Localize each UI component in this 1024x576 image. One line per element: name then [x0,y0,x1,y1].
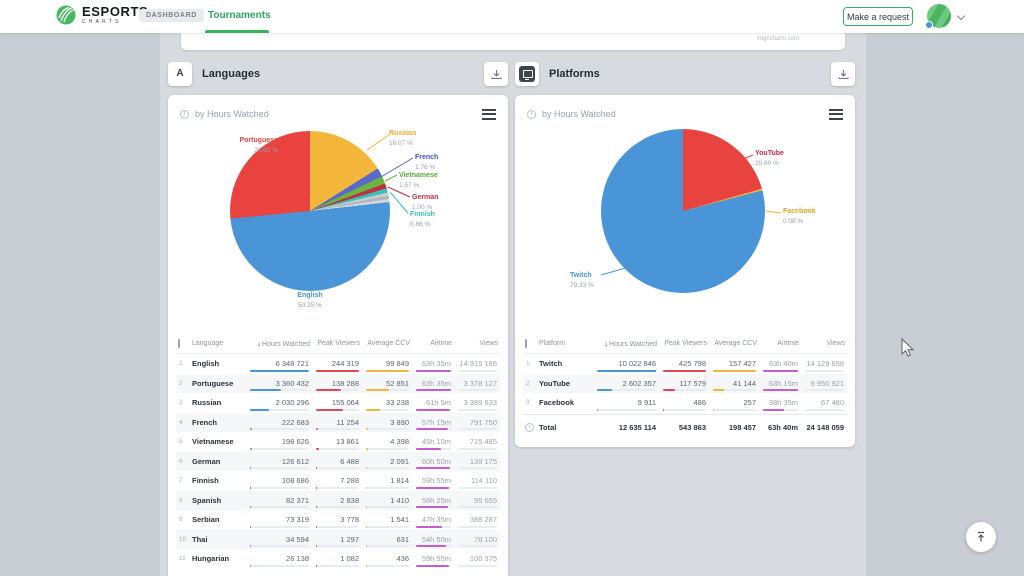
highcharts-attribution[interactable]: Highcharts.com [757,36,799,42]
chart-context-menu-icon[interactable] [829,108,843,120]
languages-pie-connectors [275,134,414,290]
table-row[interactable]: 6 German 126 612 6 488 2 091 60h 50m 139 175 [176,451,500,471]
platforms-table: Platform ↓Hours Watched Peak Viewers Ave… [523,334,847,440]
languages-chart-subtitle: by Hours Watched [195,109,269,119]
col-average-ccv[interactable]: Average CCV [367,340,410,347]
table-row[interactable]: 10 Thai 34 594 1 297 631 54h 50m 78 100 [176,529,500,549]
active-tab-underline [205,30,269,33]
languages-table: Language ↓Hours Watched Peak Viewers Ave… [176,334,500,569]
tab-tournaments[interactable]: Tournaments [208,10,271,21]
table-row[interactable]: 3 Facebook 9 911 486 257 38h 35m 67 480 [523,393,847,413]
platforms-card: i by Hours Watched YouTube 20.60 % Facebo… [515,95,855,447]
col-hours-watched[interactable]: ↓Hours Watched [257,339,310,348]
platforms-chart-subtitle: by Hours Watched [542,109,616,119]
chevron-down-icon[interactable] [956,11,966,21]
make-a-request-button[interactable]: Make a request [843,7,913,26]
platforms-pie[interactable] [601,129,765,293]
info-icon[interactable]: i [525,422,534,432]
esports-charts-logo[interactable]: ESPORTS CHARTS [56,5,148,25]
col-hours-watched[interactable]: ↓Hours Watched [604,339,657,348]
pie-label-finnish: Finnish 0.86 % [410,211,435,228]
languages-pie[interactable] [230,131,390,291]
table-row[interactable]: 9 Serbian 73 319 3 778 1 541 47h 35m 388 287 [176,510,500,530]
platforms-table-rows: 1 Twitch 10 022 846 425 798 157 427 63h 40m 14… [523,354,847,413]
pie-label-twitch: Twitch 79.33 % [570,272,594,289]
platforms-icon [515,62,539,86]
col-views[interactable]: Views [479,340,498,347]
languages-pie-chart: Portuguese 26.60 % Russian 16.07 % French 1… [168,123,508,330]
table-total-row: i Total 12 635 114 543 863 198 457 63h 4… [523,413,847,440]
logo-leaf-icon [56,5,76,25]
table-row[interactable]: 1 English 6 348 721 244 319 99 849 63h 35m 14 … [176,354,500,374]
info-icon[interactable]: i [527,109,536,119]
pie-label-facebook: Facebook 0.08 % [783,208,816,225]
sort-desc-icon: ↓ [257,339,262,348]
col-views[interactable]: Views [826,340,845,347]
languages-table-rows: 1 English 6 348 721 244 319 99 849 63h 35m 14 … [176,354,500,569]
table-row[interactable]: 11 Hungarian 26 138 1 082 436 59h 55m 100 375 [176,549,500,569]
platforms-panel-title: Platforms [549,68,600,80]
languages-chart-header: i by Hours Watched [168,95,508,123]
pie-label-russian: Russian 16.07 % [389,130,417,147]
info-icon[interactable]: i [180,109,189,119]
sort-desc-icon: ↓ [604,339,609,348]
scroll-to-top-button[interactable] [966,522,996,552]
col-airtime[interactable]: Airtime [430,340,452,347]
pie-label-portuguese: Portuguese 26.60 % [239,137,278,154]
platforms-table-header: Platform ↓Hours Watched Peak Viewers Ave… [523,334,847,354]
languages-table-header: Language ↓Hours Watched Peak Viewers Ave… [176,334,500,354]
pie-label-english: English 50.25 % [297,292,323,309]
col-airtime[interactable]: Airtime [777,340,799,347]
user-avatar[interactable] [925,4,951,29]
table-row[interactable]: 2 YouTube 2 602 357 117 579 41 144 63h 15m 9 9… [523,373,847,393]
table-row[interactable]: 7 Finnish 108 686 7 288 1 814 59h 55m 114 110 [176,471,500,491]
table-row[interactable]: 8 Spanish 82 371 2 838 1 410 58h 25m 95 655 [176,490,500,510]
table-icon[interactable] [178,339,180,348]
table-row[interactable]: 3 Russian 2 030 296 155 064 33 238 61h 5m 3 38… [176,393,500,413]
logo-text-line1: ESPORTS [82,4,149,19]
languages-panel-header: A Languages [168,62,508,86]
platforms-pie-connectors [600,154,782,276]
col-peak-viewers[interactable]: Peak Viewers [664,340,707,347]
avatar-status-dot [925,21,933,29]
col-peak-viewers[interactable]: Peak Viewers [317,340,360,347]
pie-label-german: German 1.00 % [412,194,439,211]
platforms-pie-chart: YouTube 20.60 % Facebook 0.08 % Twitch 79.3… [515,123,855,330]
chart-context-menu-icon[interactable] [482,108,496,120]
logo-text-line2: CHARTS [82,19,122,25]
pie-label-youtube: YouTube 20.60 % [755,150,784,167]
mouse-cursor [901,338,914,357]
platforms-panel: Platforms i by Hours Watched YouTube 20.6… [515,62,855,447]
languages-panel: A Languages i by Hours Watched [168,62,508,576]
previous-chart-card-partial: Highcharts.com [181,33,845,50]
platforms-panel-header: Platforms [515,62,855,86]
pie-label-vietnamese: Vietnamese 1.57 % [399,172,438,189]
top-navigation-bar: ESPORTS CHARTS DASHBOARD Tournaments Mak… [0,0,1024,33]
platforms-chart-header: i by Hours Watched [515,95,855,123]
dashboard-badge: DASHBOARD [139,9,204,22]
table-row[interactable]: 1 Twitch 10 022 846 425 798 157 427 63h 40m 14… [523,354,847,374]
col-language[interactable]: Language [192,340,224,347]
languages-panel-title: Languages [202,68,261,80]
languages-card: i by Hours Watched Portuguese 26.60 % Rus… [168,95,508,576]
table-row[interactable]: 2 Portuguese 3 360 432 138 288 52 851 63h 35m… [176,373,500,393]
col-average-ccv[interactable]: Average CCV [714,340,757,347]
table-icon[interactable] [525,339,527,348]
table-row[interactable]: 4 French 222 683 11 254 3 890 57h 15m 791 750 [176,412,500,432]
col-platform[interactable]: Platform [539,340,566,347]
languages-icon: A [168,62,192,86]
download-icon[interactable] [484,62,508,86]
table-row[interactable]: 5 Vietnamese 198 626 13 861 4 398 45h 10m 715 … [176,432,500,452]
download-icon[interactable] [831,62,855,86]
pie-label-french: French 1.76 % [415,154,439,171]
arrow-up-to-line-icon [978,531,984,542]
